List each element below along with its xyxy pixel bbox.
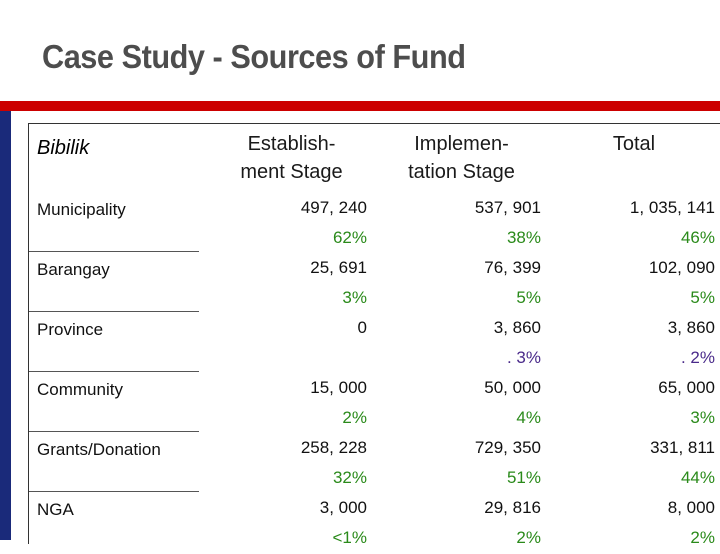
row-label: Grants/Donation (37, 440, 161, 459)
navy-side-bar (0, 111, 11, 540)
implementation-percent: 2% (516, 528, 541, 547)
table-row: Community 15, 000 50, 000 65, 000 2% 4% 3% (29, 371, 720, 434)
implementation-value: 3, 860 (493, 318, 541, 337)
total-percent: . 2% (680, 348, 715, 367)
table-row: Province 0 3, 860 3, 860 . 3% . 2% (29, 311, 720, 374)
implementation-value: 537, 901 (474, 198, 541, 217)
establishment-value: 258, 228 (300, 438, 367, 457)
establishment-value: 25, 691 (310, 258, 367, 277)
total-value: 3, 860 (667, 318, 715, 337)
implementation-percent: . 3% (506, 348, 541, 367)
sources-table: Bibilik Establish- ment Stage Implemen- … (28, 123, 720, 547)
establishment-value: 0 (357, 318, 367, 337)
establishment-percent: 32% (332, 468, 367, 487)
total-percent: 44% (680, 468, 715, 487)
establishment-percent: 62% (332, 228, 367, 247)
row-divider (29, 251, 199, 252)
red-header-bar (0, 101, 720, 111)
row-label: Barangay (37, 260, 110, 279)
implementation-value: 50, 000 (484, 378, 541, 397)
table-row: Barangay 25, 691 76, 399 102, 090 3% 5% 5% (29, 251, 720, 314)
header-implementation-line1: Implemen- (414, 133, 509, 155)
total-value: 8, 000 (667, 498, 715, 517)
header-total: Total (612, 133, 656, 155)
establishment-value: 497, 240 (300, 198, 367, 217)
header-establishment-line1: Establish- (247, 133, 336, 155)
implementation-percent: 5% (516, 288, 541, 307)
establishment-value: 15, 000 (310, 378, 367, 397)
table-row: Grants/Donation 258, 228 729, 350 331, 811 3… (29, 431, 720, 494)
total-value: 65, 000 (658, 378, 715, 397)
header-establishment: Establish- ment Stage (209, 130, 374, 197)
total-value: 1, 035, 141 (629, 198, 715, 217)
row-label: Community (37, 380, 123, 399)
row-divider (29, 491, 199, 492)
implementation-value: 729, 350 (474, 438, 541, 457)
implementation-percent: 51% (506, 468, 541, 487)
page-title: Case Study - Sources of Fund (42, 38, 466, 76)
header-implementation: Implemen- tation Stage (379, 130, 544, 197)
establishment-value: 3, 000 (319, 498, 367, 517)
implementation-percent: 38% (506, 228, 541, 247)
header-implementation-line2: tation Stage (408, 161, 515, 183)
row-divider (29, 371, 199, 372)
total-percent: 46% (680, 228, 715, 247)
title-first-word: Case (42, 38, 114, 75)
row-label: Municipality (37, 200, 126, 219)
implementation-value: 76, 399 (484, 258, 541, 277)
establishment-percent: 2% (342, 408, 367, 427)
implementation-percent: 4% (516, 408, 541, 427)
total-value: 102, 090 (648, 258, 715, 277)
title-rest: Study - Sources of Fund (113, 38, 466, 75)
row-divider (29, 431, 199, 432)
total-percent: 5% (690, 288, 715, 307)
establishment-percent: 3% (342, 288, 367, 307)
total-percent: 3% (690, 408, 715, 427)
row-label: NGA (37, 500, 74, 519)
header-bibilik: Bibilik (37, 137, 90, 159)
total-percent: 2% (690, 528, 715, 547)
header-establishment-line2: ment Stage (240, 161, 343, 183)
row-divider (29, 311, 199, 312)
establishment-percent: <1% (332, 528, 368, 547)
table-row: Municipality 497, 240 537, 901 1, 035, 141 6… (29, 194, 720, 254)
implementation-value: 29, 816 (484, 498, 541, 517)
table-row: NGA 3, 000 29, 816 8, 000 <1% 2% 2% (29, 491, 720, 554)
row-label: Province (37, 320, 104, 339)
total-value: 331, 811 (650, 438, 715, 457)
